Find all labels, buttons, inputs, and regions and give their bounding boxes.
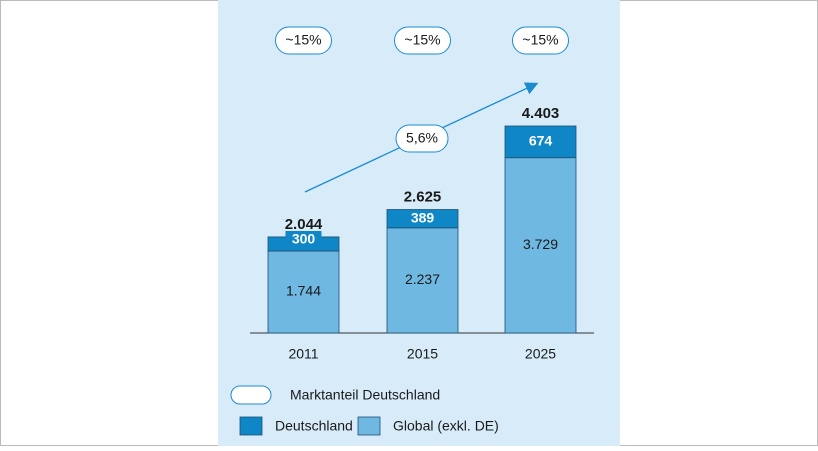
segment-label: 1.744 xyxy=(286,283,321,299)
bar-segment xyxy=(504,125,577,159)
bar-segment xyxy=(504,157,577,334)
segment-label: 2.237 xyxy=(405,271,440,287)
share-label: ~15% xyxy=(522,32,558,48)
legend-label: Global (exkl. DE) xyxy=(393,418,499,434)
x-tick-label: 2011 xyxy=(288,346,318,362)
legend-swatch xyxy=(239,416,263,436)
segment-label: 389 xyxy=(411,209,435,225)
x-tick-label: 2025 xyxy=(525,346,556,362)
bar-segment xyxy=(386,227,459,334)
total-label: 2.625 xyxy=(404,189,442,206)
share-oval xyxy=(275,26,332,55)
x-tick-label: 2015 xyxy=(407,346,438,362)
segment-label: 300 xyxy=(292,231,316,247)
legend-label: Deutschland xyxy=(275,418,353,434)
bar-segment xyxy=(386,209,459,229)
legend-swatch xyxy=(357,416,381,436)
segment-label: 3.729 xyxy=(523,236,558,252)
share-label: ~15% xyxy=(285,32,321,48)
segment-label-bg xyxy=(285,231,322,250)
legend-label: Marktanteil Deutschland xyxy=(290,387,440,403)
share-oval xyxy=(394,26,451,55)
growth-oval xyxy=(395,124,449,153)
share-label: ~15% xyxy=(404,32,440,48)
total-label: 4.403 xyxy=(522,105,560,122)
growth-label: 5,6% xyxy=(406,130,438,146)
legend-oval xyxy=(230,385,272,405)
segment-label: 674 xyxy=(529,133,553,149)
total-label: 2.044 xyxy=(285,216,323,233)
bar-segment xyxy=(267,250,340,334)
share-oval xyxy=(512,26,569,55)
